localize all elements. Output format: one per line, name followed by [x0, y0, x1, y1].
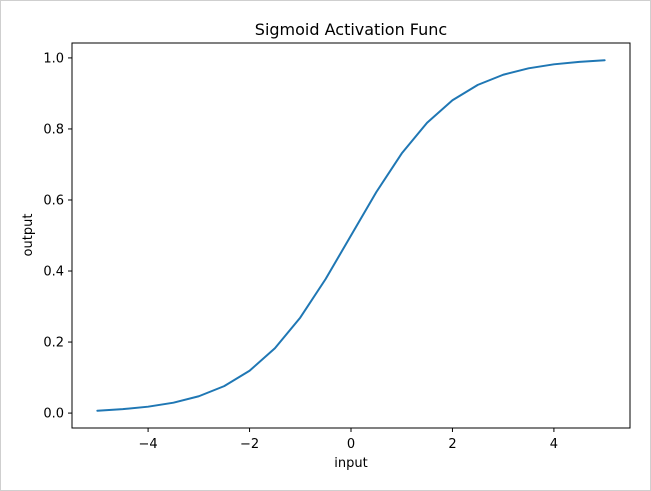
x-tick-label: 4	[550, 437, 558, 452]
series-layer	[96, 59, 606, 412]
y-tick-label: 0.6	[43, 193, 64, 208]
y-axis: 0.0 0.2 0.4 0.6 0.8 1.0	[43, 51, 72, 422]
x-tick-label: −2	[240, 437, 259, 452]
y-tick-label: 0.2	[43, 336, 64, 351]
series-line	[96, 59, 606, 412]
chart-title: Sigmoid Activation Func	[255, 20, 447, 39]
x-axis: −4 −2 0 2 4	[139, 428, 558, 452]
y-tick-label: 1.0	[43, 51, 64, 66]
y-tick-label: 0.8	[43, 122, 64, 137]
y-axis-label: output	[21, 214, 36, 257]
y-tick-label: 0.4	[43, 265, 64, 280]
y-tick-label: 0.0	[43, 407, 64, 422]
x-tick-label: 2	[448, 437, 456, 452]
x-tick-label: 0	[347, 437, 355, 452]
x-axis-label: input	[334, 456, 367, 471]
x-tick-label: −4	[139, 437, 158, 452]
